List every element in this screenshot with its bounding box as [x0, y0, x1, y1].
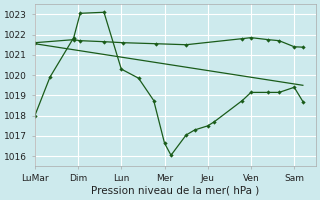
X-axis label: Pression niveau de la mer( hPa ): Pression niveau de la mer( hPa )	[91, 186, 260, 196]
